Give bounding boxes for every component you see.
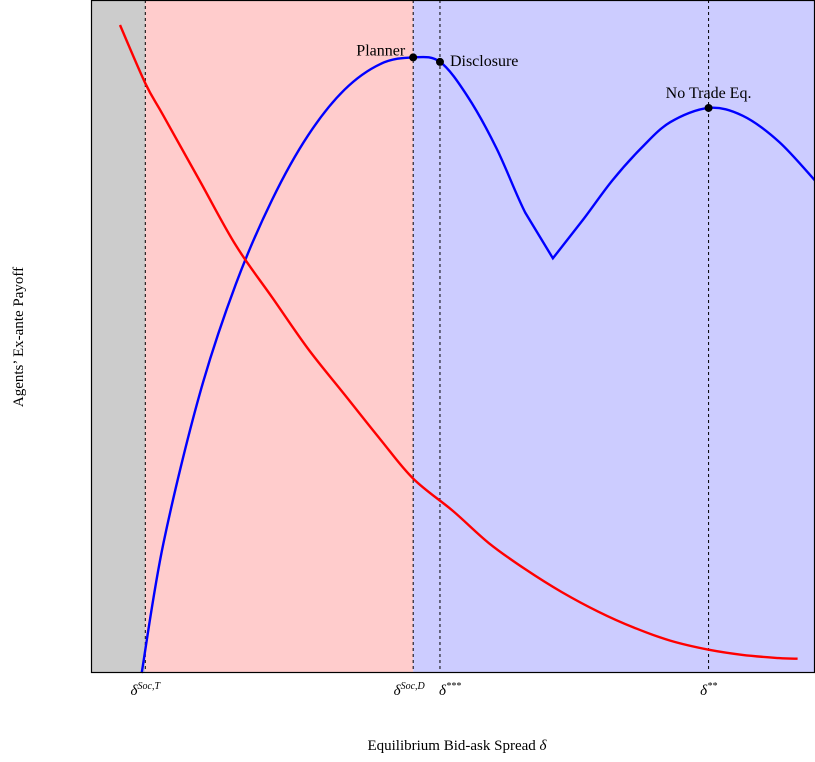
point-label-0: Planner — [356, 42, 406, 59]
point-marker-1 — [435, 57, 444, 66]
point-label-2: No Trade Eq. — [666, 85, 752, 102]
tick-superscript-1: Soc,D — [401, 681, 426, 692]
tick-label-1: δSoc,D — [394, 681, 426, 699]
tick-base-2: δ — [439, 683, 447, 699]
tick-label-2: δ*** — [439, 681, 461, 699]
tick-superscript-2: *** — [446, 681, 461, 692]
tick-superscript-0: Soc,T — [138, 681, 162, 692]
tick-base-3: δ — [700, 683, 708, 699]
point-marker-0 — [409, 53, 418, 62]
tick-labels: δSoc,T δSoc,D δ*** δ** — [131, 681, 718, 699]
region-2 — [413, 0, 815, 673]
region-0 — [91, 0, 146, 673]
tick-label-0: δSoc,T — [131, 681, 162, 699]
reference-lines — [144, 0, 710, 673]
tick-label-3: δ** — [700, 681, 717, 699]
tick-base-1: δ — [394, 683, 402, 699]
tick-superscript-3: ** — [707, 681, 717, 692]
x-axis-title-symbol: δ — [540, 738, 548, 754]
y-axis-title: Agents’ Ex-ante Payoff — [11, 267, 27, 407]
x-axis-title-text: Equilibrium Bid-ask Spread — [367, 738, 536, 754]
shaded-regions — [91, 0, 815, 673]
point-marker-2 — [704, 103, 713, 112]
x-axis-title: Equilibrium Bid-ask Spread δ — [367, 738, 547, 754]
point-markers: Planner Disclosure No Trade Eq. — [356, 42, 751, 112]
point-label-1: Disclosure — [450, 53, 518, 70]
tick-base-0: δ — [131, 683, 139, 699]
series-line-1 — [118, 24, 798, 660]
region-1 — [145, 0, 414, 673]
